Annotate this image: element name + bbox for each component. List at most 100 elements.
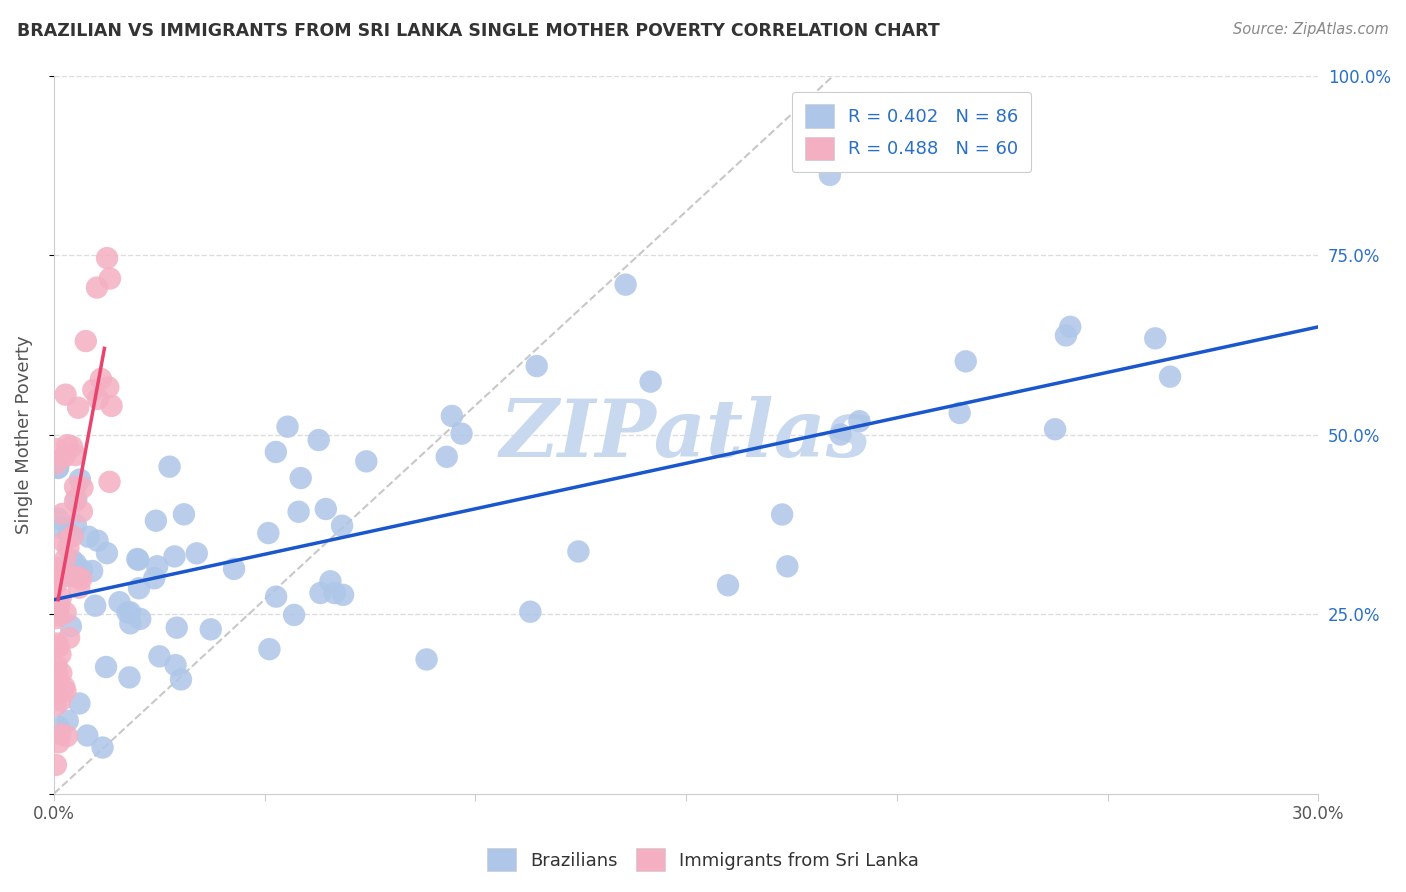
Point [48,735,70,749]
Point [45,676,67,690]
Point [567,544,589,558]
Point [259,642,281,657]
Point [277,419,299,434]
Point [332,588,354,602]
Point [818,168,841,182]
Point [46,564,69,578]
Point [45,698,67,712]
Point [776,559,799,574]
Point [186,546,208,560]
Point [45,636,67,650]
Point [77,530,100,544]
Point [45,758,67,772]
Point [163,549,186,564]
Point [98,475,121,489]
Point [315,502,337,516]
Point [45,442,67,456]
Point [118,670,141,684]
Point [45,577,67,591]
Point [440,409,463,423]
Point [65,517,87,532]
Point [76,729,98,743]
Point [51,507,73,521]
Point [53,552,76,566]
Point [100,399,122,413]
Point [264,445,287,459]
Point [56,714,79,728]
Point [94,660,117,674]
Point [1144,331,1167,345]
Point [45,659,67,673]
Point [59,619,82,633]
Point [143,571,166,585]
Point [97,380,120,394]
Point [60,529,83,543]
Point [129,612,152,626]
Point [45,566,67,581]
Point [58,541,80,555]
Point [614,277,637,292]
Point [45,560,67,574]
Point [148,649,170,664]
Point [257,526,280,541]
Point [117,606,139,620]
Point [848,414,870,428]
Point [1059,319,1081,334]
Point [56,438,79,452]
Point [82,383,104,397]
Point [45,611,67,625]
Point [145,514,167,528]
Point [949,406,972,420]
Point [52,535,75,549]
Point [955,354,977,368]
Point [53,450,76,464]
Point [170,673,193,687]
Point [63,448,86,462]
Point [98,271,121,285]
Point [46,572,69,586]
Point [127,552,149,566]
Point [48,640,70,654]
Point [128,582,150,596]
Point [450,426,472,441]
Point [46,605,69,619]
Point [87,392,110,406]
Point [51,666,73,681]
Point [75,334,97,348]
Point [46,461,69,475]
Legend: R = 0.402   N = 86, R = 0.488   N = 60: R = 0.402 N = 86, R = 0.488 N = 60 [792,92,1031,172]
Point [86,533,108,548]
Point [67,581,90,595]
Point [66,570,89,584]
Point [70,504,93,518]
Point [63,480,86,494]
Point [60,553,83,567]
Point [91,740,114,755]
Point [1159,369,1181,384]
Point [309,586,332,600]
Point [415,652,437,666]
Point [165,658,187,673]
Point [55,606,77,620]
Point [49,591,72,605]
Point [72,481,94,495]
Point [96,251,118,265]
Point [46,565,69,579]
Point [45,669,67,683]
Point [290,471,312,485]
Point [67,401,90,415]
Point [45,457,67,471]
Point [86,280,108,294]
Point [58,526,80,541]
Point [45,687,67,701]
Point [166,621,188,635]
Point [46,669,69,683]
Point [55,387,77,401]
Point [436,450,458,464]
Point [120,616,142,631]
Y-axis label: Single Mother Poverty: Single Mother Poverty [15,335,32,534]
Text: ZIPatlas: ZIPatlas [501,396,872,474]
Point [53,680,76,694]
Point [108,595,131,609]
Point [146,559,169,574]
